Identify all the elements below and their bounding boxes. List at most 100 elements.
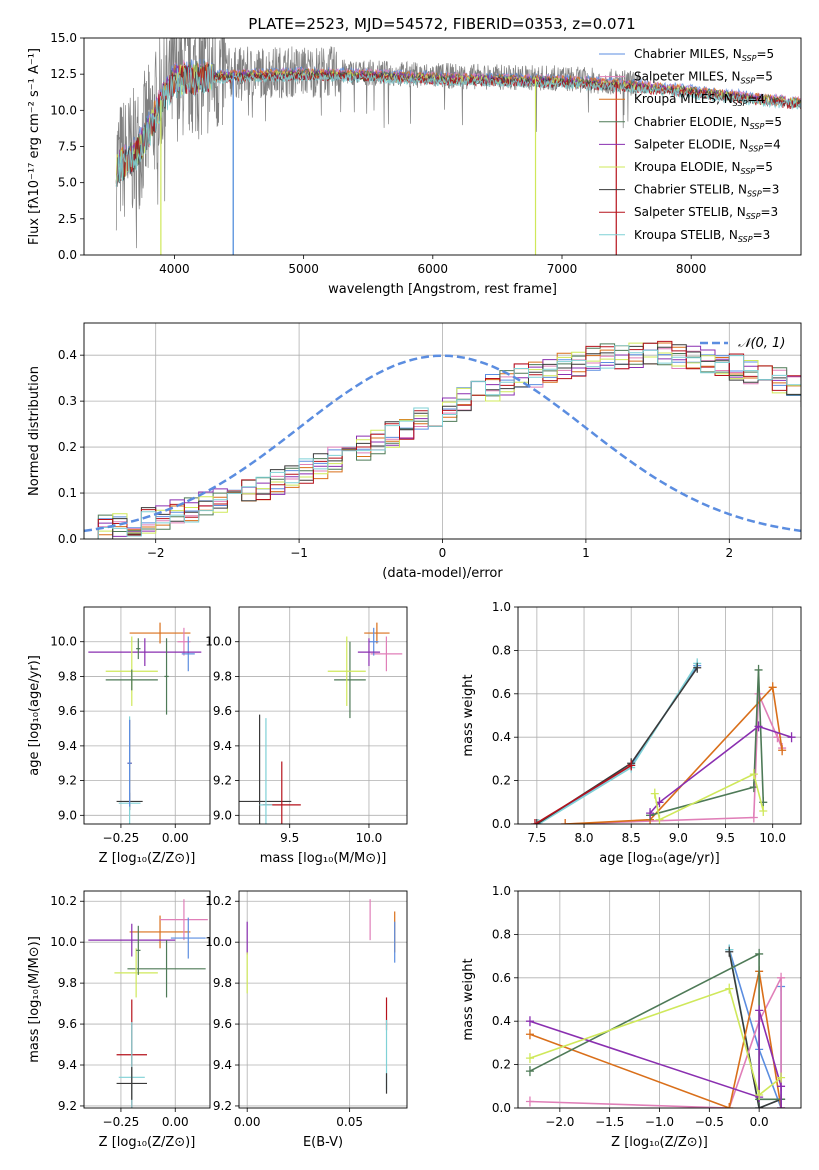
axes-frame [517,890,802,1109]
y-tick-label: 12.5 [50,67,77,81]
y-tick-label: 0.2 [492,1058,511,1072]
x-axis-label: Z [log₁₀(Z/Z⊙)] [611,1135,708,1150]
x-axis-label: (data-model)/error [382,566,503,581]
series-marker-kroupa-stelib [534,819,543,824]
legend-nssp-prefix: , N [716,92,733,106]
legend-label-salpeter-stelib: Salpeter STELIB, NSSP=3 [634,205,778,221]
x-tick-label: 0.05 [336,1115,363,1129]
x-axis-label: Z [log₁₀(Z/Z⊙)] [99,851,196,866]
y-tick-label: 10.0 [205,935,232,949]
series-marker-kroupa-elodie [759,805,768,816]
y-tick-label: 9.4 [213,1058,232,1072]
series-marker-chabrier-stelib [693,662,702,673]
legend-label-kroupa-stelib: Kroupa STELIB, NSSP=3 [634,228,770,244]
y-tick-label: 0.0 [492,817,511,831]
x-tick-label: −2 [147,546,165,560]
series-line-kroupa-elodie [529,987,782,1097]
y-tick-label: 9.8 [213,669,232,683]
series-marker-salpeter-miles [525,1096,534,1107]
series-line-chabrier-stelib [536,667,698,824]
y-tick-label: 10.0 [50,635,77,649]
histogram-salpeter-miles [84,348,801,539]
legend-nssp-prefix: , N [733,115,750,129]
spectrum-data-line [115,38,640,249]
legend-nssp-value: = [753,228,763,242]
y-tick-label: 9.4 [58,739,77,753]
x-axis-label: mass [log₁₀(M/M⊙)] [260,851,387,866]
series-line-kroupa-miles [565,685,783,824]
y-tick-label: 5.0 [58,176,77,190]
legend-series-name: Chabrier STELIB [634,183,730,197]
legend-nssp-value: = [755,70,765,84]
plot-area-weight_vs_age [530,658,796,824]
y-tick-label: 9.2 [213,1099,232,1113]
y-tick-label: 9.0 [58,808,77,822]
panel-residuals: −2 −1 0 1 2 0.0 0.1 0.2 0.3 0.4 (data-model)/error… [27,322,802,581]
series-line-chabrier-elodie [649,669,765,817]
legend-nssp-value: = [760,205,770,219]
y-tick-label: 9.4 [213,739,232,753]
legend-series-name: Chabrier ELODIE [634,115,733,129]
y-axis-label: age [log₁₀(age/yr)] [27,655,42,776]
y-tick-label: 0.4 [492,1014,511,1028]
legend-nssp-value: = [763,137,773,151]
legend-label-salpeter-elodie: Salpeter ELODIE, NSSP=4 [634,137,781,153]
y-tick-label: 10.0 [205,635,232,649]
legend-series-name: Salpeter ELODIE [634,137,732,151]
legend-nssp-subscript: SSP [742,54,757,63]
legend-series-name: Salpeter STELIB [634,205,729,219]
y-tick-label: 1.0 [492,884,511,898]
series-marker-chabrier-stelib [725,946,734,957]
series-marker-salpeter-miles [777,972,786,983]
series-marker-salpeter-elodie [777,1103,786,1108]
x-tick-label: 10.0 [356,831,383,845]
legend-label-chabrier-stelib: Chabrier STELIB, NSSP=3 [634,183,779,199]
axes-frame [238,606,408,825]
legend-label-chabrier-miles: Chabrier MILES, NSSP=5 [634,47,774,63]
y-tick-label: 0.0 [58,248,77,262]
legend-nssp-number: 3 [772,183,780,197]
legend-nssp-subscript: SSP [747,190,762,199]
panel-mass_vs_Z: −0.25 0.00 9.2 9.4 9.6 9.8 10.0 10.2 Z [log₁₀(Z/… [27,890,211,1150]
y-axis-label: Flux [fλ10⁻¹⁷ erg cm⁻² s⁻¹ A⁻¹] [27,48,42,245]
legend-series-name: Kroupa STELIB [634,228,721,242]
x-tick-label: 8000 [676,262,707,276]
y-axis-label: mass weight [461,958,476,1040]
y-tick-label: 0.2 [492,774,511,788]
figure-title: PLATE=2523, MJD=54572, FIBERID=0353, z=0… [248,15,635,33]
y-tick-label: 9.6 [58,704,77,718]
y-tick-label: 1.0 [492,600,511,614]
series-marker-kroupa-miles [725,1103,734,1108]
x-axis-label: E(B-V) [303,1135,343,1150]
x-tick-label: −1.5 [595,1115,624,1129]
axes-frame [83,890,211,1109]
legend-nssp-number: 5 [765,160,773,174]
panel-weight_vs_age: 7.5 8.0 8.5 9.0 9.5 10.0 0.0 0.2 0.4 0.6 0.8 1.0 age… [461,600,802,866]
axes-frame [83,606,211,825]
legend-label-kroupa-elodie: Kroupa ELODIE, NSSP=5 [634,160,773,176]
y-tick-label: 0.1 [58,486,77,500]
x-axis-label: age [log₁₀(age/yr)] [599,851,720,866]
y-tick-label: 0.3 [58,394,77,408]
y-tick-label: 0.8 [492,643,511,657]
histogram-salpeter-stelib [84,340,801,539]
legend-nssp-subscript: SSP [741,167,756,176]
legend-label-chabrier-elodie: Chabrier ELODIE, NSSP=5 [634,115,782,131]
series-marker-kroupa-miles [561,819,570,824]
x-tick-label: −0.25 [103,831,140,845]
series-marker-kroupa-elodie [777,1072,786,1083]
series-marker-salpeter-stelib [530,819,539,824]
y-tick-label: 0.2 [58,440,77,454]
series-marker-salpeter-elodie [525,1016,534,1027]
plot-area-residuals [84,340,801,539]
x-tick-label: 0.0 [750,1115,769,1129]
series-marker-salpeter-miles [749,812,758,823]
y-tick-label: 0.6 [492,687,511,701]
y-tick-label: 0.6 [492,971,511,985]
x-axis-label: Z [log₁₀(Z/Z⊙)] [99,1135,196,1150]
x-tick-label: 9.5 [280,831,299,845]
legend-series-name: Chabrier MILES [634,47,725,61]
y-tick-label: 10.0 [50,935,77,949]
series-marker-salpeter-elodie [777,1081,786,1092]
x-tick-label: 9.5 [716,831,735,845]
